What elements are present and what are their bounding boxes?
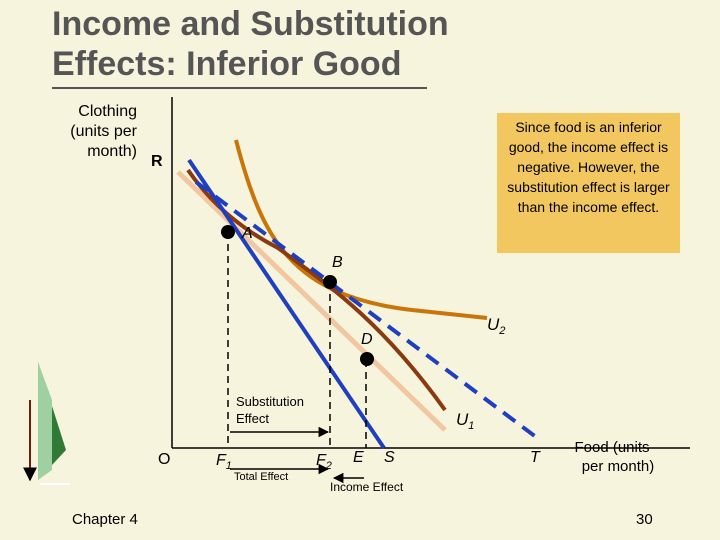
label-u1-letter: U (456, 410, 469, 429)
label-u1: U1 (456, 410, 474, 432)
inferior-good-note: Since food is an inferior good, the inco… (497, 113, 680, 253)
x-axis-label-line2: per month) (582, 458, 655, 475)
label-s: S (384, 449, 395, 466)
point-b (323, 275, 337, 289)
origin-label: O (158, 451, 170, 468)
label-f1-sub: 1 (226, 460, 232, 472)
title-line-2: Effects: Inferior Good (52, 45, 402, 83)
total-effect-label: Total Effect (234, 471, 288, 483)
label-b: B (332, 254, 343, 271)
label-f2-letter: F (316, 452, 327, 469)
label-f1-letter: F (216, 452, 227, 469)
label-t: T (530, 449, 541, 466)
chapter-label: Chapter 4 (72, 511, 138, 528)
label-f2-sub: 2 (325, 460, 332, 472)
budget-line-solid (187, 158, 386, 450)
x-axis-label-line1: Food (units (574, 439, 649, 456)
y-axis-label-line3: month) (87, 143, 137, 160)
book-decoration (23, 362, 70, 485)
faded-reference-line (176, 170, 447, 432)
point-d (360, 352, 374, 366)
label-a: A (241, 225, 253, 242)
substitution-effect-label-1: Substitution (236, 394, 304, 409)
u2-curve (234, 139, 488, 320)
point-a (221, 225, 235, 239)
label-u2-letter: U (487, 315, 500, 334)
label-u1-sub: 1 (468, 420, 474, 432)
label-f1: F1 (216, 452, 232, 472)
label-u2: U2 (487, 315, 505, 337)
label-r: R (151, 153, 163, 170)
label-d: D (361, 331, 373, 348)
income-effect-label: Income Effect (330, 480, 404, 494)
title-underline (52, 87, 427, 89)
label-u2-sub: 2 (498, 325, 505, 337)
substitution-effect-label-2: Effect (236, 411, 269, 426)
label-f2: F2 (316, 452, 332, 472)
y-axis-label-line1: Clothing (78, 103, 137, 120)
page-number: 30 (636, 511, 653, 528)
title-line-1: Income and Substitution (52, 5, 449, 43)
y-axis-label-line2: (units per (70, 123, 137, 140)
label-e: E (353, 449, 364, 466)
slide-title: Income and Substitution Effects: Inferio… (52, 4, 449, 84)
